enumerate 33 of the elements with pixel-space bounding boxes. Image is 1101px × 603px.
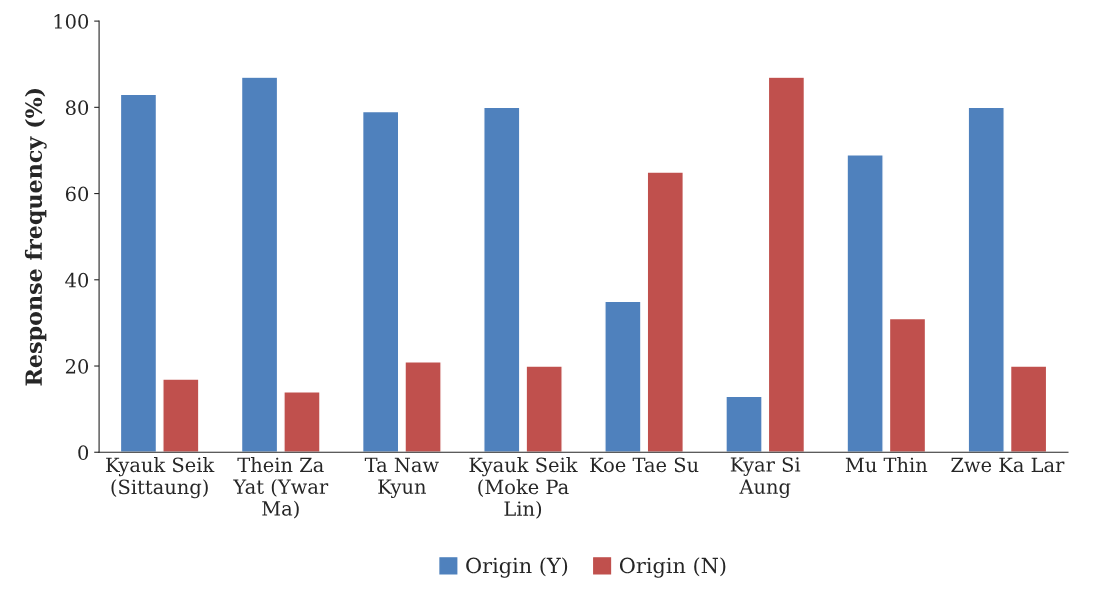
x-tick-label: Thein Za Yat (Ywar Ma) [233,457,329,519]
bar [361,110,400,453]
y-axis-title: Response frequency (%) [24,88,47,386]
bar [119,93,158,453]
y-tick-label: 0 [78,445,89,460]
bar [967,106,1005,453]
y-tick-label: 40 [65,272,89,288]
bar [283,391,321,453]
bar [404,361,442,453]
x-tick-label: Ta Naw Kyun [364,457,439,498]
bar [888,317,927,453]
legend-label: Origin (Y) [466,557,568,578]
y-tick-label: 100 [54,14,89,29]
bar [767,76,806,453]
x-tick-label: Koe Tae Su [590,457,699,473]
x-tick-label: Zwe Ka Lar [951,457,1065,473]
bar [162,378,200,453]
bar [1009,365,1048,453]
bar [483,106,521,453]
x-tick-label: Kyauk Seik (Moke Pa Lin) [469,457,578,519]
bar [725,395,763,453]
x-tick-label: Kyauk Seik (Sittaung) [106,457,215,499]
y-tick-label: 20 [65,358,89,374]
bar [240,76,279,453]
x-tick-label: Kyar Si Aung [730,457,801,498]
bar [846,154,884,453]
y-tick-label: 60 [65,186,89,202]
legend-label: Origin (N) [619,557,726,578]
bar [604,300,642,453]
bar [646,171,684,453]
bar [525,365,563,453]
x-tick-label: Mu Thin [845,457,928,473]
y-tick-label: 80 [65,100,89,115]
